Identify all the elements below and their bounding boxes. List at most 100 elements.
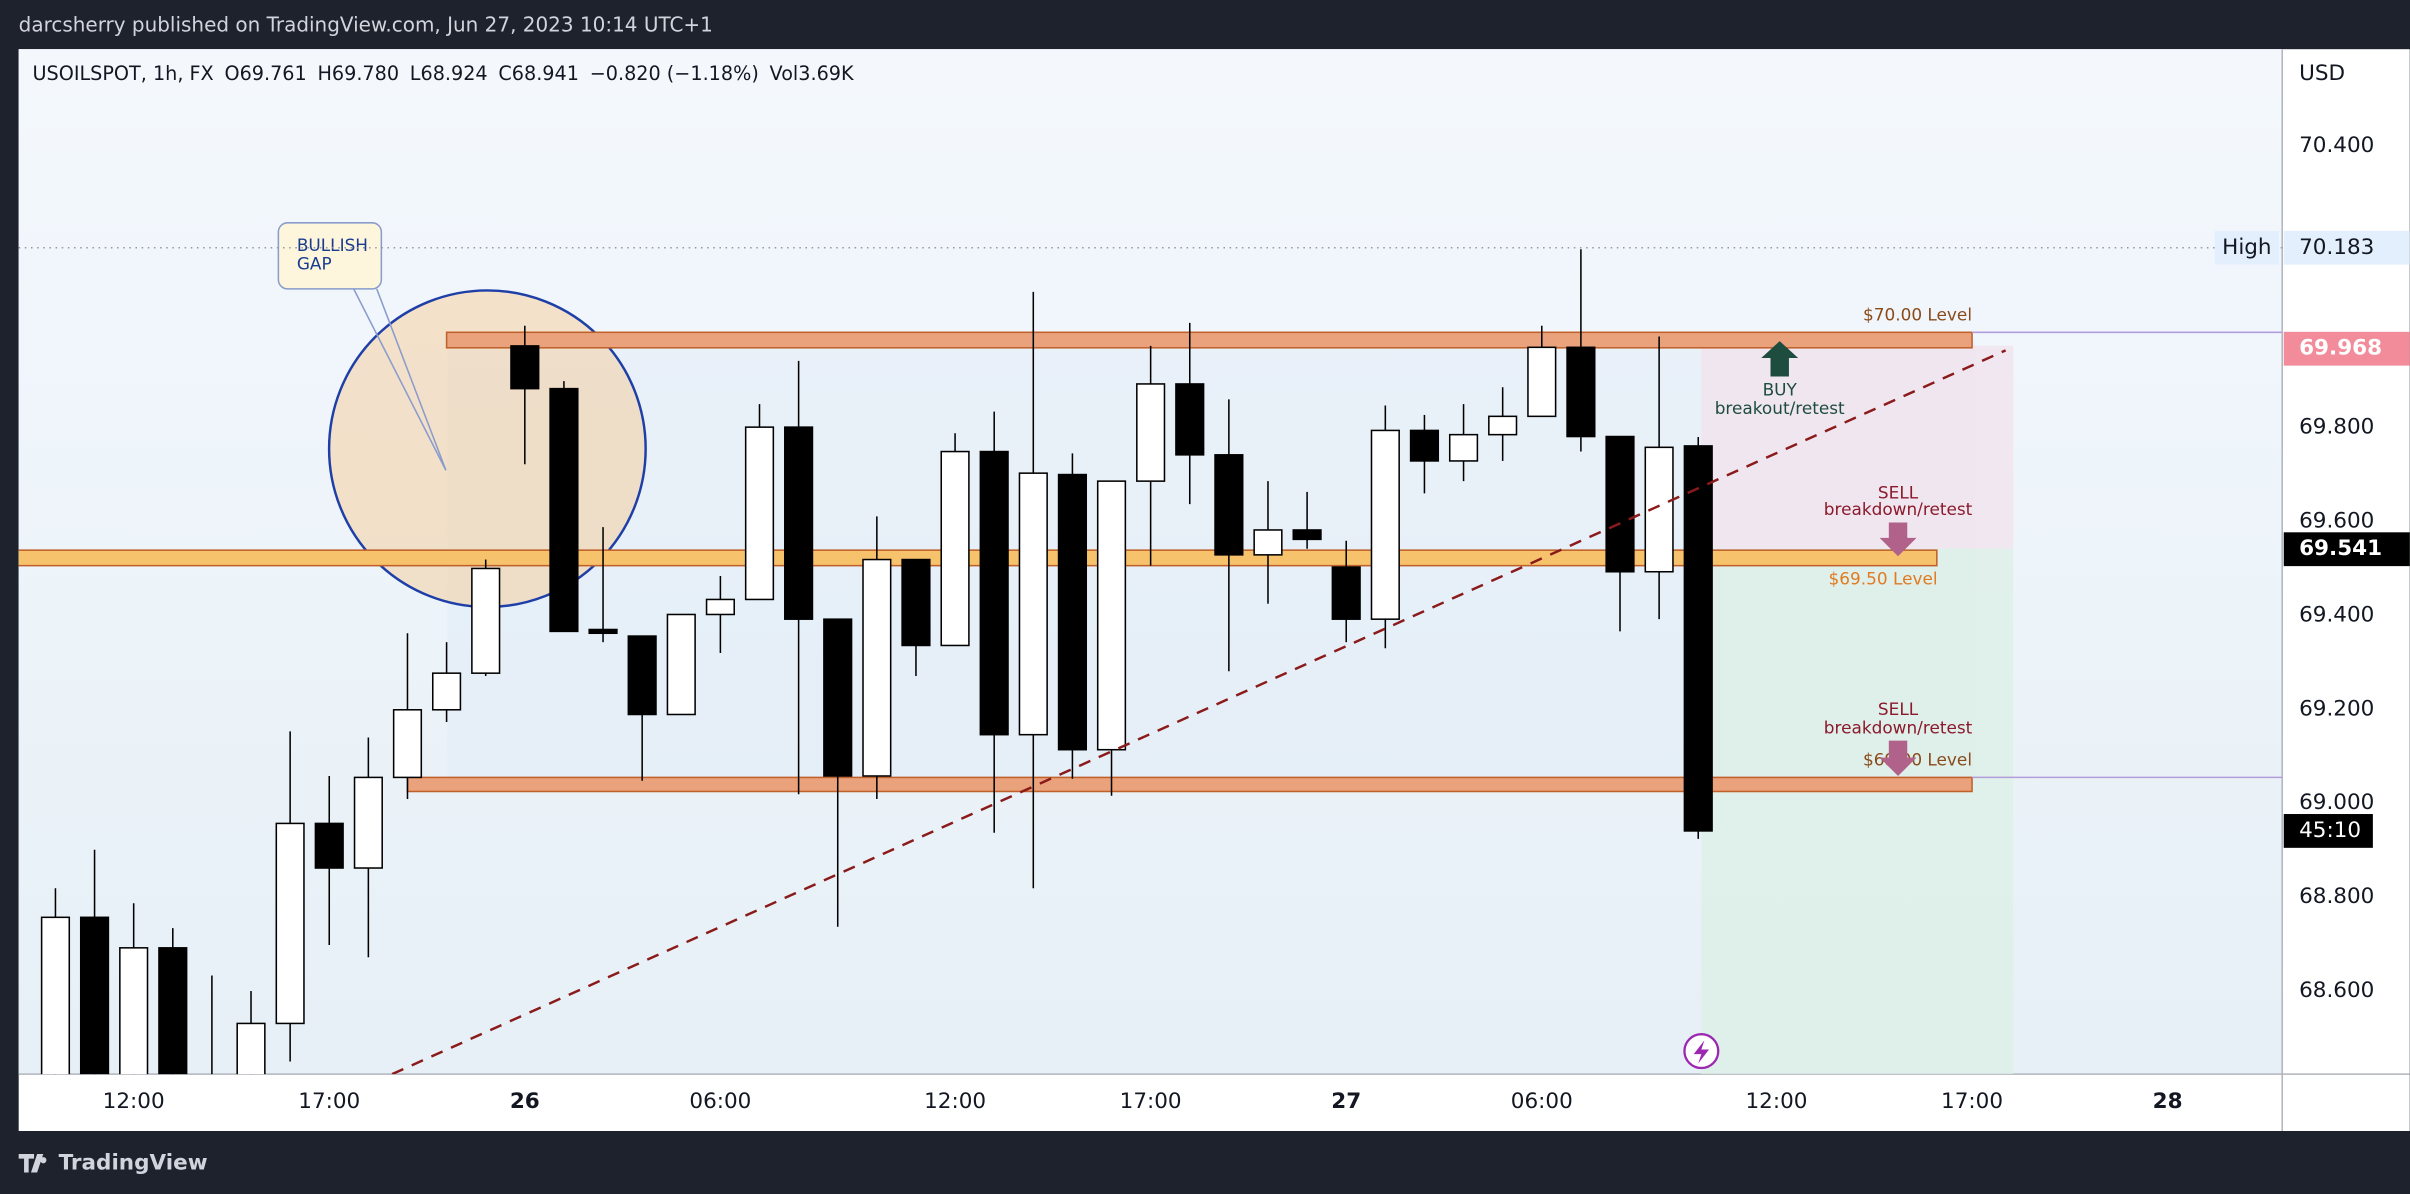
buy-arrow xyxy=(1761,341,1799,377)
price-tag: 69.541 xyxy=(2299,536,2382,561)
x-tick-label: 12:00 xyxy=(1745,1089,1807,1114)
candle-body xyxy=(1175,383,1205,456)
candle-body xyxy=(158,947,188,1075)
legend-value: Vol3.69K xyxy=(770,61,854,84)
sell-arrow xyxy=(1879,522,1917,557)
x-tick-label: 26 xyxy=(510,1089,540,1114)
level-label: $69.50 Level xyxy=(1829,568,1938,588)
high-value: 70.183 xyxy=(2299,235,2374,260)
buy-text: BUY xyxy=(1763,379,1798,399)
y-tick-label: 69.800 xyxy=(2299,415,2374,440)
candle-body xyxy=(1018,472,1048,736)
candle-body xyxy=(119,947,149,1075)
legend: USOILSPOT, 1h, FX O69.761 H69.780 L68.924 C6… xyxy=(33,61,854,84)
trend-line xyxy=(391,349,2007,1075)
candle-body xyxy=(940,450,970,647)
legend-value: H69.780 xyxy=(317,61,399,84)
x-tick-label: 06:00 xyxy=(689,1089,751,1114)
sell-arrow xyxy=(1879,740,1917,777)
level-band xyxy=(445,331,1973,349)
brand: TradingView xyxy=(59,1150,208,1175)
high-tag: High xyxy=(2222,235,2271,260)
price-tag-bg xyxy=(2283,331,2410,366)
buy-text: breakout/retest xyxy=(1715,398,1845,418)
callout-box xyxy=(277,222,383,290)
candle-body xyxy=(1605,435,1635,573)
candle-body xyxy=(79,916,110,1075)
sell-text: SELL xyxy=(1878,699,1919,719)
x-tick-label: 06:00 xyxy=(1511,1089,1573,1114)
price-tag: 69.968 xyxy=(2299,336,2382,361)
callout-pointer xyxy=(376,288,447,471)
x-tick-label: 12:00 xyxy=(103,1089,165,1114)
candle-body xyxy=(236,1022,266,1075)
callout-pointer xyxy=(352,288,447,471)
legend-value: O69.761 xyxy=(224,61,306,84)
candle-body xyxy=(1409,429,1440,462)
countdown-bg xyxy=(2283,814,2373,848)
sell-text: breakdown/retest xyxy=(1824,499,1973,519)
candle-body xyxy=(275,822,305,1025)
x-tick-label: 17:00 xyxy=(1120,1089,1182,1114)
y-tick-label: 69.000 xyxy=(2299,790,2374,815)
x-tick-label: 27 xyxy=(1331,1089,1361,1114)
y-tick-label: 69.400 xyxy=(2299,602,2374,627)
countdown: 45:10 xyxy=(2299,818,2361,843)
candle-body xyxy=(471,567,501,674)
price-tag-bg xyxy=(2283,532,2410,567)
candle-body xyxy=(1488,415,1518,436)
candle-body xyxy=(314,822,344,869)
y-tick-label: 69.600 xyxy=(2299,509,2374,534)
sell-zone xyxy=(1701,345,2014,549)
candle-body xyxy=(901,558,931,647)
candle-body xyxy=(627,635,657,716)
candle-body xyxy=(744,426,775,601)
candle-body xyxy=(1253,529,1283,556)
symbol: USOILSPOT, 1h, FX xyxy=(33,61,214,84)
x-tick-label: 17:00 xyxy=(1941,1089,2003,1114)
candle-body xyxy=(40,916,71,1075)
sell-text: breakdown/retest xyxy=(1824,717,1973,737)
candle-body xyxy=(392,709,423,779)
high-tag-bg xyxy=(2214,230,2280,265)
candle-body xyxy=(588,628,618,635)
high-value-bg xyxy=(2283,230,2410,265)
y-tick-label: 68.600 xyxy=(2299,978,2374,1003)
candle-body xyxy=(784,426,814,620)
level-label: $70.00 Level xyxy=(1863,304,1972,324)
callout-text: BULLISH xyxy=(297,235,368,255)
x-tick-label: 17:00 xyxy=(298,1089,360,1114)
level-label: $69.00 Level xyxy=(1863,749,1972,769)
y-tick-label: 69.200 xyxy=(2299,696,2374,721)
x-tick-label: 12:00 xyxy=(924,1089,986,1114)
candle-body xyxy=(862,558,892,777)
candle-body xyxy=(1057,473,1088,751)
candle-body xyxy=(1096,480,1127,751)
y-tick-label: 68.800 xyxy=(2299,884,2374,909)
candle-body xyxy=(431,672,462,711)
candle-body xyxy=(823,618,853,777)
candle-body xyxy=(979,450,1009,736)
candle-body xyxy=(549,387,579,633)
legend-value: −0.820 (−1.18%) xyxy=(590,61,759,84)
y-tick-label: 70.400 xyxy=(2299,133,2374,158)
candle-body xyxy=(1136,383,1166,482)
candle-body xyxy=(510,345,540,390)
target-zone xyxy=(1701,548,2014,1075)
currency: USD xyxy=(2299,61,2345,86)
level-band xyxy=(18,549,1938,567)
brand-logo xyxy=(18,1154,47,1173)
event-icon-bolt xyxy=(1693,1040,1710,1064)
candle-body xyxy=(1214,454,1244,556)
candle-body xyxy=(1448,433,1479,462)
axes: 68.600 68.800 69.000 69.200 69.400 69.600 69.8… xyxy=(18,133,2410,1114)
legend-value: C68.941 xyxy=(498,61,579,84)
candle-body xyxy=(705,598,735,616)
candle-body xyxy=(1370,429,1400,620)
overlay: BULLISH GAP BUY breakout/retest SELL bre… xyxy=(277,222,2007,1075)
candles xyxy=(40,249,1713,1075)
candle-body xyxy=(1331,566,1361,620)
legend-value: L68.924 xyxy=(410,61,488,84)
candle-body xyxy=(353,776,383,869)
